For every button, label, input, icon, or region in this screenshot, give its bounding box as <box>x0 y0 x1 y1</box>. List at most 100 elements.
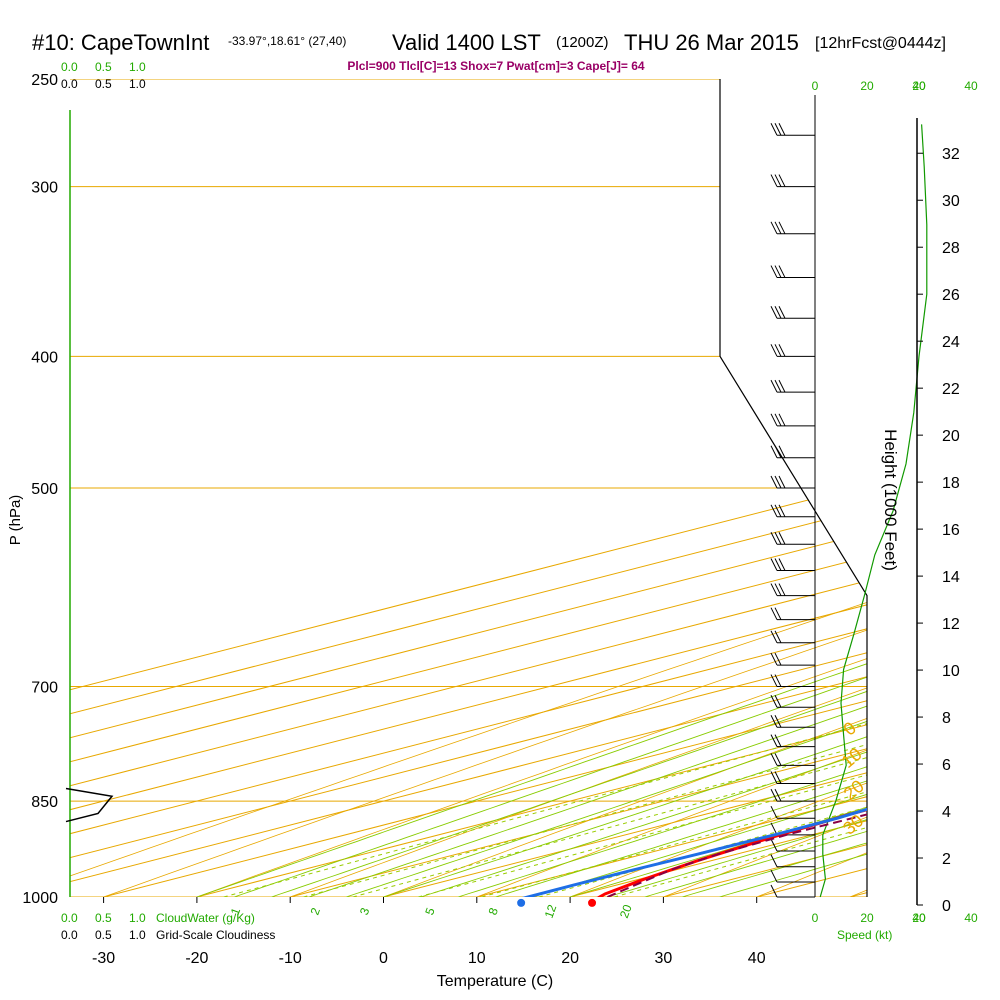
mixing-ratio-label: 3 <box>357 906 373 917</box>
wind-barb-feather <box>774 695 782 708</box>
wind-barb-feather <box>770 174 778 187</box>
wind-barb-feather <box>770 652 778 666</box>
mixing-ratio-line <box>418 355 867 897</box>
cloudiness-label: Grid-Scale Cloudiness <box>156 928 275 942</box>
wind-barb-feather <box>774 306 782 319</box>
speed-tick-top: 0 <box>812 79 819 93</box>
wind-barb-feather <box>770 475 778 489</box>
wind-barb-feather <box>770 838 778 852</box>
grid-lines <box>70 79 867 897</box>
dry-adiabat <box>849 79 867 897</box>
height-tick-label: 12 <box>942 616 960 633</box>
height-tick-label: 14 <box>942 569 960 586</box>
height-tick-label: 28 <box>942 240 960 257</box>
mixing-ratio-label: 2 <box>308 906 324 917</box>
pressure-tick-500: 500 <box>31 481 58 498</box>
theta-label: 10 <box>838 744 866 772</box>
isotherm-line <box>103 79 867 897</box>
wind-barb-feather <box>770 695 778 708</box>
wind-barb-feather <box>770 674 778 687</box>
temperature-profile <box>588 122 867 897</box>
stability-indices: Plcl=900 Tlcl[C]=13 Shox=7 Pwat[cm]=3 Ca… <box>347 59 644 73</box>
wind-barb-feather <box>778 504 786 518</box>
wind-barb-feather <box>770 854 778 867</box>
cloudwater-scale-top-1: 0.5 <box>95 60 112 74</box>
temp-tick-label: 40 <box>748 950 766 967</box>
surface-dewpoint-marker <box>517 898 526 907</box>
mixing-ratio-label: 20 <box>617 902 635 920</box>
wind-barb-feather <box>774 607 782 620</box>
speed-tick-top-green: 40 <box>964 79 978 93</box>
theta-label: 20 <box>840 776 868 804</box>
zulu-time: (1200Z) <box>556 34 609 51</box>
dry-adiabat <box>569 79 867 897</box>
isotherm-line <box>70 79 867 897</box>
wind-barb-feather <box>778 475 786 489</box>
temp-tick-label: -30 <box>92 950 115 967</box>
temp-tick-label: 0 <box>379 950 388 967</box>
mixing-ratio-line <box>303 355 867 897</box>
wind-barb-feather <box>774 734 782 747</box>
wind-barb-feather <box>770 558 778 571</box>
mixing-ratio-line <box>481 355 867 897</box>
forecast-date: THU 26 Mar 2015 <box>624 30 799 55</box>
cloudwater-scale-top-2: 1.0 <box>129 60 146 74</box>
wind-barb-feather <box>774 583 782 596</box>
parcel-profile <box>607 793 867 897</box>
height-tick-label: 20 <box>942 428 960 445</box>
cloudwater-scale-bot-0: 0.0 <box>61 911 78 925</box>
temp-tick-label: 20 <box>561 950 579 967</box>
theta-label: 0 <box>840 718 861 740</box>
wind-barb-feather <box>770 771 778 784</box>
wind-barb-feather <box>770 884 778 898</box>
pressure-tick-250: 250 <box>31 72 58 89</box>
isotherm-line <box>70 79 867 897</box>
wind-barb-feather <box>770 265 778 278</box>
height-tick-label: 24 <box>942 334 960 351</box>
wind-barb-feather <box>774 674 782 687</box>
height-tick-label: 16 <box>942 522 960 539</box>
wind-barb-feather <box>774 753 782 766</box>
height-tick-label: 4 <box>942 804 951 821</box>
wind-barb-feather <box>774 221 782 235</box>
dry-adiabat <box>663 79 867 897</box>
mixing-ratio-label: 12 <box>542 902 560 920</box>
height-axis-label: Height (1000 Feet) <box>881 429 900 571</box>
moist-adiabat <box>196 79 867 897</box>
wind-barb-feather <box>778 583 786 596</box>
cloudwater-label: CloudWater (g/Kg) <box>156 911 255 925</box>
moist-adiabat <box>495 79 867 897</box>
temp-tick-label: 30 <box>655 950 673 967</box>
dewpoint-profile <box>516 122 867 897</box>
cloudiness-scale-bot-0: 0.0 <box>61 928 78 942</box>
cloudwater-scale-bot-2: 1.0 <box>129 911 146 925</box>
isotherm-line <box>849 79 867 897</box>
wind-barb-feather <box>778 532 786 545</box>
wind-barb-feather <box>774 532 782 545</box>
wind-barb-feather <box>770 607 778 620</box>
moist-adiabat <box>308 79 867 897</box>
wind-barb-feather <box>770 504 778 518</box>
speed-tick-bottom: 40 <box>912 911 926 925</box>
wind-barb-feather <box>770 753 778 766</box>
plot-border <box>719 79 868 897</box>
wind-barb-feather <box>770 306 778 319</box>
wind-barb-feather <box>770 630 778 644</box>
height-tick-label: 30 <box>942 193 960 210</box>
wind-barb-feather <box>778 413 786 427</box>
dry-adiabat <box>70 79 867 897</box>
speed-tick-top-green: 20 <box>912 79 926 93</box>
dry-adiabat <box>476 79 867 897</box>
pressure-tick-700: 700 <box>31 680 58 697</box>
height-tick-label: 22 <box>942 381 960 398</box>
wind-barb-feather <box>770 445 778 458</box>
moist-adiabat <box>271 79 867 897</box>
wind-barb-feather <box>774 652 782 666</box>
temp-tick-label: -10 <box>279 950 302 967</box>
speed-tick-bottom-green: 40 <box>964 911 978 925</box>
cloudiness-scale-top-2: 1.0 <box>129 77 146 91</box>
wind-barb-feather <box>770 532 778 545</box>
cloudiness-profile <box>65 787 114 823</box>
cloudiness-scale-bot-1: 0.5 <box>95 928 112 942</box>
cloudwater-scale-bot-1: 0.5 <box>95 911 112 925</box>
